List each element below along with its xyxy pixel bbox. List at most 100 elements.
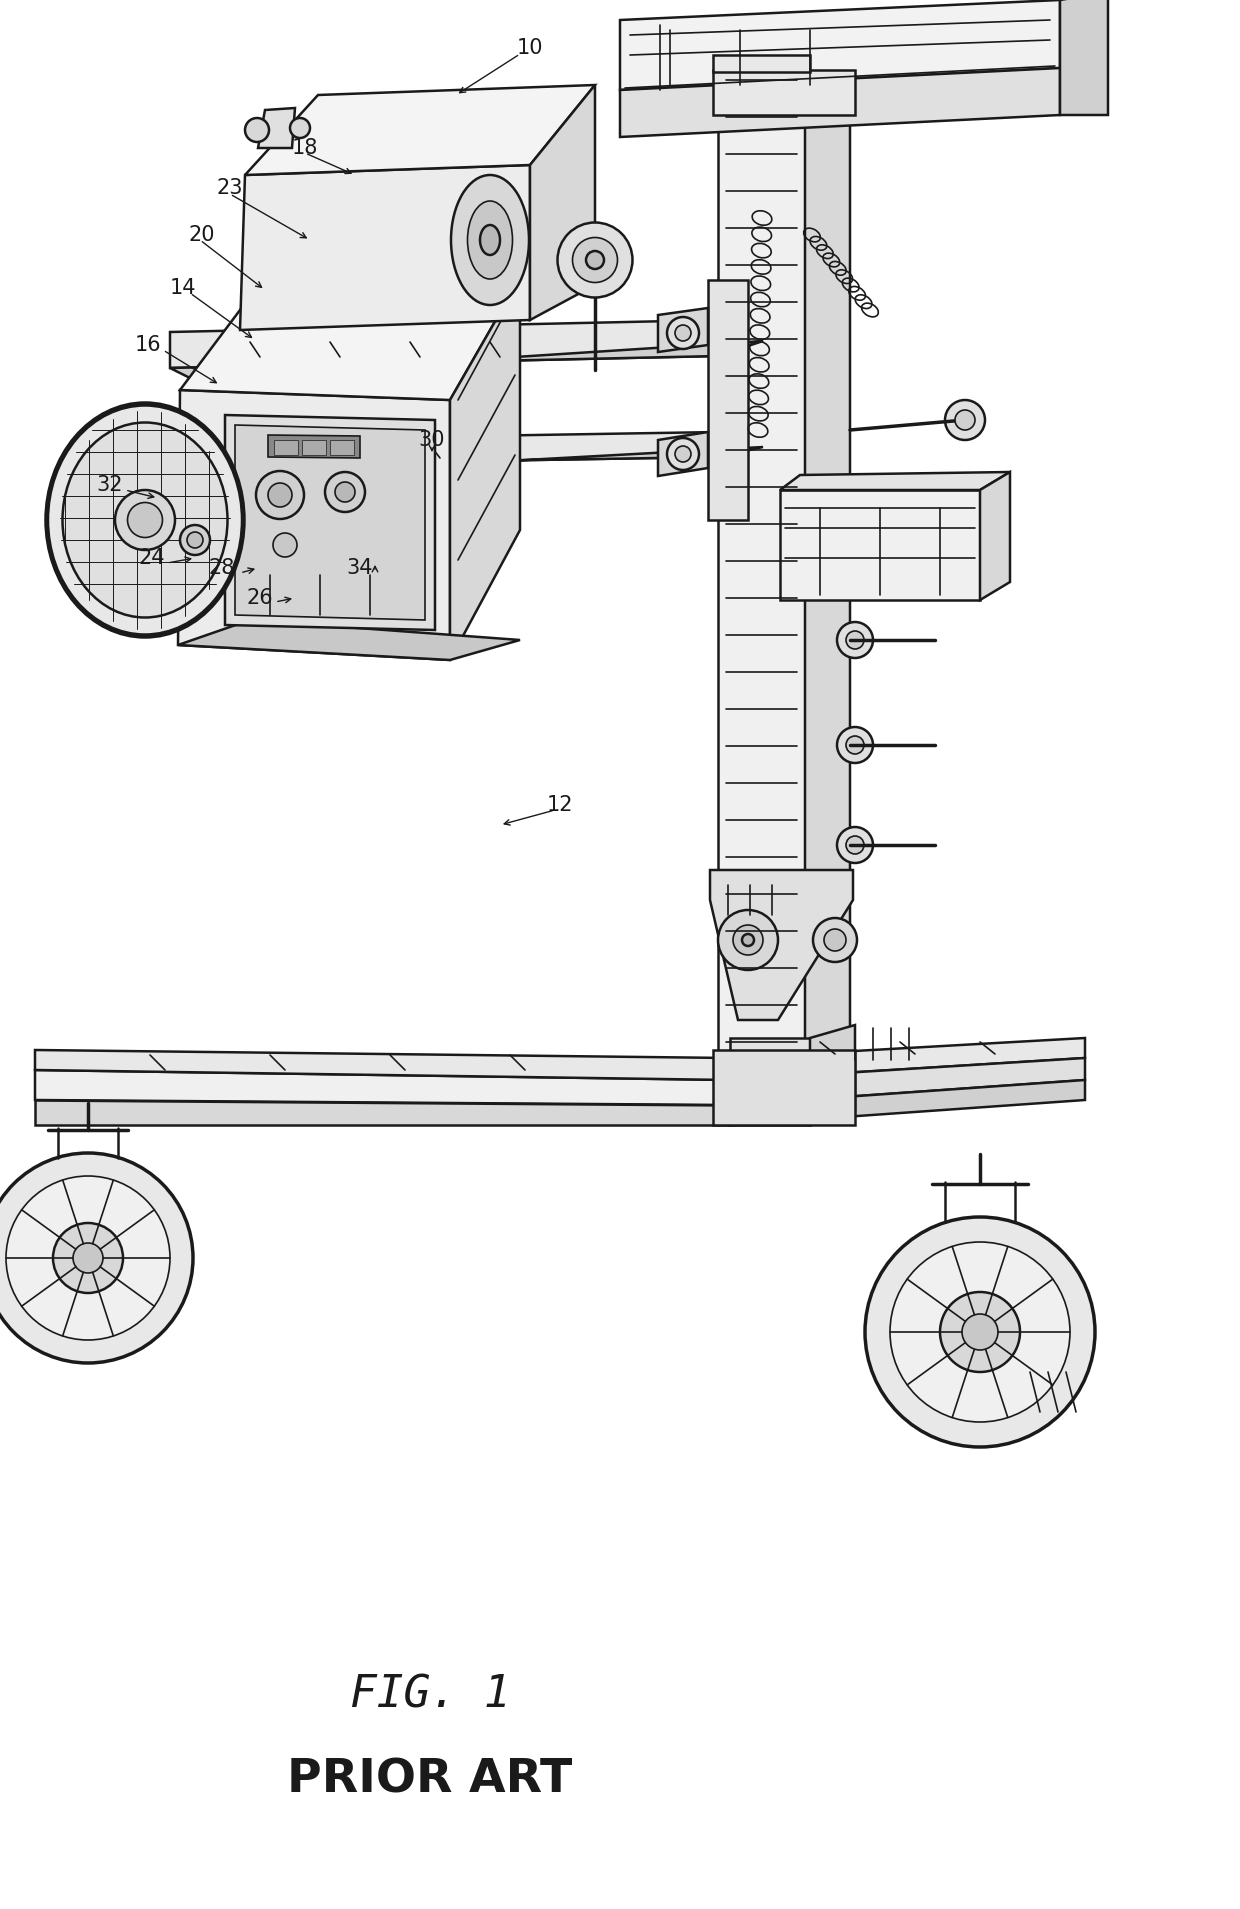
Polygon shape [658, 431, 708, 475]
Polygon shape [268, 435, 360, 458]
Text: FIG. 1: FIG. 1 [350, 1674, 510, 1716]
Polygon shape [35, 1100, 730, 1124]
Circle shape [846, 836, 864, 853]
Polygon shape [190, 470, 219, 590]
Circle shape [813, 918, 857, 962]
Polygon shape [236, 426, 425, 620]
Text: 16: 16 [135, 334, 161, 355]
Circle shape [742, 934, 754, 947]
Circle shape [890, 1243, 1070, 1422]
Circle shape [955, 410, 975, 430]
Polygon shape [713, 1050, 856, 1124]
Ellipse shape [128, 502, 162, 538]
Ellipse shape [587, 250, 604, 269]
Polygon shape [810, 1025, 856, 1124]
Circle shape [255, 472, 304, 519]
Ellipse shape [480, 225, 500, 256]
Circle shape [180, 525, 210, 556]
Text: 26: 26 [247, 588, 273, 607]
Text: 30: 30 [419, 430, 445, 451]
Ellipse shape [47, 405, 243, 636]
Polygon shape [179, 620, 520, 661]
Circle shape [962, 1313, 998, 1350]
Polygon shape [180, 279, 520, 401]
Polygon shape [780, 491, 980, 599]
Polygon shape [229, 447, 763, 475]
Circle shape [675, 447, 691, 462]
Polygon shape [620, 69, 1060, 137]
Polygon shape [303, 439, 326, 454]
Polygon shape [730, 1080, 1085, 1124]
Text: 34: 34 [347, 557, 373, 578]
Polygon shape [274, 439, 298, 454]
Ellipse shape [558, 223, 632, 298]
Text: 23: 23 [217, 178, 243, 199]
Circle shape [273, 533, 298, 557]
Circle shape [866, 1218, 1095, 1447]
Text: PRIOR ART: PRIOR ART [288, 1758, 573, 1802]
Circle shape [667, 437, 699, 470]
Polygon shape [35, 1071, 730, 1105]
Circle shape [837, 622, 873, 659]
Circle shape [940, 1292, 1021, 1373]
Text: 20: 20 [188, 225, 216, 244]
Circle shape [0, 1153, 193, 1363]
Polygon shape [170, 321, 718, 368]
Circle shape [268, 483, 291, 508]
Polygon shape [805, 52, 849, 1084]
Circle shape [246, 118, 269, 141]
Polygon shape [179, 389, 450, 661]
Polygon shape [1060, 0, 1109, 115]
Ellipse shape [115, 491, 175, 550]
Polygon shape [450, 279, 520, 661]
Polygon shape [330, 439, 353, 454]
Polygon shape [258, 109, 295, 149]
Circle shape [837, 727, 873, 764]
Polygon shape [708, 281, 748, 519]
Circle shape [837, 827, 873, 863]
Polygon shape [241, 164, 529, 330]
Text: 28: 28 [208, 557, 236, 578]
Polygon shape [713, 55, 810, 73]
Circle shape [945, 401, 985, 439]
Polygon shape [620, 0, 1060, 90]
Circle shape [675, 325, 691, 342]
Circle shape [718, 911, 777, 970]
Text: 14: 14 [170, 279, 196, 298]
Polygon shape [980, 472, 1011, 599]
Circle shape [73, 1243, 103, 1273]
Polygon shape [246, 86, 595, 176]
Circle shape [335, 481, 355, 502]
Polygon shape [658, 307, 708, 351]
Polygon shape [780, 472, 1011, 491]
Polygon shape [224, 414, 435, 630]
Polygon shape [35, 1050, 730, 1080]
Polygon shape [718, 59, 805, 1084]
Text: 24: 24 [139, 548, 165, 569]
Circle shape [733, 926, 763, 954]
Circle shape [290, 118, 310, 137]
Text: 10: 10 [517, 38, 543, 57]
Circle shape [846, 632, 864, 649]
Circle shape [187, 533, 203, 548]
Polygon shape [529, 86, 595, 321]
Circle shape [325, 472, 365, 512]
Polygon shape [711, 871, 853, 1019]
Circle shape [53, 1224, 123, 1292]
Ellipse shape [451, 176, 529, 305]
Text: 18: 18 [291, 137, 319, 158]
Polygon shape [730, 1058, 1085, 1105]
Polygon shape [730, 1038, 810, 1124]
Text: 32: 32 [97, 475, 123, 494]
Circle shape [6, 1176, 170, 1340]
Ellipse shape [573, 237, 618, 283]
Polygon shape [713, 71, 856, 115]
Ellipse shape [467, 200, 512, 279]
Polygon shape [170, 342, 763, 378]
Polygon shape [730, 1038, 1085, 1080]
Circle shape [846, 737, 864, 754]
Circle shape [667, 317, 699, 349]
Circle shape [825, 930, 846, 951]
Polygon shape [229, 431, 718, 466]
Text: 12: 12 [547, 794, 573, 815]
